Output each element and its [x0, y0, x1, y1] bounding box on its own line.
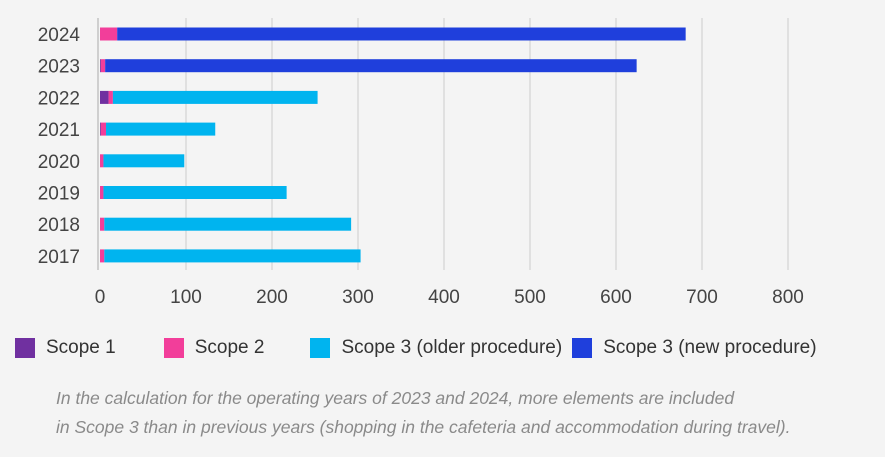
- legend-item: Scope 3 (new procedure): [572, 337, 817, 359]
- bar-segment: [117, 27, 686, 41]
- legend-swatch: [163, 338, 184, 358]
- legend-label: Scope 3 (older procedure): [341, 337, 563, 358]
- legend-item: Scope 1: [15, 337, 116, 359]
- bar-segment: [100, 122, 107, 136]
- y-tick-label: 2018: [38, 215, 80, 236]
- x-tick-label: 200: [256, 287, 288, 308]
- bar-segment: [100, 122, 101, 136]
- bar-segment: [100, 59, 106, 73]
- bar-segment: [100, 27, 118, 41]
- x-tick-label: 500: [514, 287, 546, 308]
- legend-swatch: [572, 338, 593, 358]
- legend-label: Scope 1: [46, 337, 116, 358]
- bar-segment: [100, 90, 109, 104]
- bar-segment: [100, 59, 101, 73]
- y-tick-label: 2024: [38, 25, 81, 46]
- x-tick-label: 800: [772, 287, 804, 308]
- bar-segment: [100, 186, 104, 199]
- x-tick-label: 100: [170, 287, 202, 308]
- bar-segment: [103, 154, 185, 168]
- legend-swatch: [310, 338, 331, 358]
- legend-swatch: [15, 338, 35, 358]
- bar-segment: [105, 59, 637, 73]
- y-tick-label: 2017: [38, 247, 80, 268]
- bar-segment: [100, 249, 105, 263]
- legend: Scope 1 Scope 2 Scope 3 (older procedure) S…: [15, 337, 817, 359]
- bar-segment: [100, 217, 105, 231]
- bar-segment: [104, 249, 361, 263]
- footnote-line-1: In the calculation for the operating yea…: [56, 388, 735, 408]
- legend-label: Scope 2: [194, 337, 265, 358]
- y-tick-label: 2019: [38, 184, 80, 205]
- bar-chart: 0 100 200 300 400 500 600 700 800 2024 2023 2022 202…: [38, 18, 804, 308]
- x-tick-label: 600: [600, 287, 632, 308]
- y-tick-label: 2021: [38, 120, 80, 141]
- y-tick-label: 2023: [38, 57, 80, 78]
- footnote-line-2: in Scope 3 than in previous years (shopp…: [56, 417, 791, 437]
- bar-segment: [100, 154, 104, 168]
- x-tick-label: 0: [95, 287, 106, 308]
- bar-segment: [103, 186, 287, 199]
- bar-segment: [108, 90, 113, 104]
- legend-label: Scope 3 (new procedure): [603, 337, 817, 358]
- y-tick-label: 2022: [38, 88, 80, 109]
- legend-item: Scope 3 (older procedure): [310, 337, 562, 359]
- x-tick-label: 300: [342, 287, 374, 308]
- x-tick-label: 700: [686, 287, 718, 308]
- y-tick-label: 2020: [38, 152, 80, 173]
- bar-segment: [104, 217, 352, 231]
- x-tick-label: 400: [428, 287, 460, 308]
- bar-segment: [106, 122, 216, 136]
- footnote: In the calculation for the operating yea…: [56, 384, 790, 442]
- bar-segment: [112, 90, 318, 104]
- legend-item: Scope 2: [163, 337, 265, 359]
